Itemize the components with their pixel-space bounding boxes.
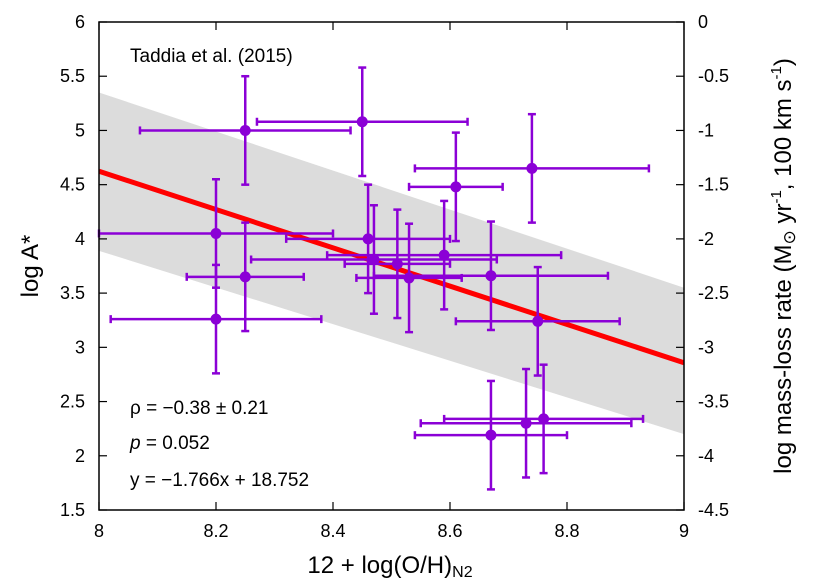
y2-tick-label: -4.5 xyxy=(698,500,729,520)
y-tick-label: 3 xyxy=(75,337,85,357)
ticks-layer xyxy=(98,21,685,511)
point-marker xyxy=(239,124,251,136)
point-marker xyxy=(210,313,222,325)
point-marker xyxy=(520,417,532,429)
data-point xyxy=(413,112,651,224)
y2-tick-label: -2.5 xyxy=(698,283,729,303)
y-tick-label: 4.5 xyxy=(60,175,85,195)
x-tick-label: 9 xyxy=(679,521,689,541)
point-marker xyxy=(526,162,538,174)
data-point xyxy=(185,221,305,333)
point-marker xyxy=(210,227,222,239)
tick-labels-layer: 8 8.2 8.4 8.6 8.8 9 1.5 2 2.5 3 3.5 4 4.5 5 5.5 6 -4.5 -4… xyxy=(60,12,729,541)
y-tick-label: 5 xyxy=(75,120,85,140)
y-tick-label: 2 xyxy=(75,446,85,466)
data-point xyxy=(454,265,621,377)
y2-title-yr: yr xyxy=(770,204,797,231)
data-points-layer xyxy=(97,66,651,491)
point-marker xyxy=(368,253,380,265)
point-marker xyxy=(362,233,374,245)
point-marker xyxy=(403,272,415,284)
point-marker xyxy=(485,429,497,441)
plot-frame xyxy=(98,21,685,511)
y-tick-label: 6 xyxy=(75,12,85,32)
data-point xyxy=(419,367,633,479)
y-tick-label: 5.5 xyxy=(60,66,85,86)
y-tick-label: 2.5 xyxy=(60,392,85,412)
x-axis-title-sub: N2 xyxy=(452,564,473,581)
data-point xyxy=(407,131,504,243)
x-tick-label: 8.6 xyxy=(437,521,462,541)
x-tick-label: 8 xyxy=(94,521,104,541)
x-axis-title-main: 12 + log(O/H) xyxy=(307,552,452,579)
y2-close: ) xyxy=(770,58,797,66)
y2-tick-label: -1.5 xyxy=(698,175,729,195)
point-marker xyxy=(438,249,450,261)
y2-tick-label: 0 xyxy=(698,12,708,32)
y2-title-kms: , 100 km s xyxy=(770,79,797,190)
data-point xyxy=(249,204,499,315)
y2-exp1: -1 xyxy=(768,190,785,203)
y2-tick-label: -1 xyxy=(698,120,714,140)
point-marker xyxy=(485,270,497,282)
y-tick-label: 1.5 xyxy=(60,500,85,520)
data-point xyxy=(442,363,645,475)
y2-exp2: -1 xyxy=(768,66,785,79)
fit-equation: y = −1.766x + 18.752 xyxy=(130,470,309,491)
y2-tick-label: -2 xyxy=(698,229,714,249)
fit-line-layer xyxy=(99,168,684,366)
data-point xyxy=(372,220,610,332)
data-point xyxy=(343,208,452,320)
x-axis-title: 12 + log(O/H)N2 xyxy=(307,552,472,581)
x-tick-label: 8.8 xyxy=(554,521,579,541)
point-marker xyxy=(450,181,462,193)
point-marker xyxy=(538,413,550,425)
point-marker xyxy=(356,116,368,128)
data-point xyxy=(255,66,469,178)
point-marker xyxy=(239,271,251,283)
y-tick-label: 3.5 xyxy=(60,283,85,303)
y2-tick-label: -0.5 xyxy=(698,66,729,86)
y2-axis-title: log mass-loss rate (M⊙ yr-1, 100 km s-1) xyxy=(768,58,799,474)
p-symbol: p xyxy=(129,433,141,454)
y-axis-title: log A* xyxy=(17,235,44,298)
y2-tick-label: -3 xyxy=(698,337,714,357)
y2-title-part1: log mass-loss rate (M xyxy=(770,244,797,473)
fit-line xyxy=(99,168,684,366)
y2-sun-symbol: ⊙ xyxy=(780,230,799,244)
data-point xyxy=(325,199,563,311)
p-value: = 0.052 xyxy=(141,433,210,454)
data-point xyxy=(284,183,452,295)
point-marker xyxy=(532,315,544,327)
chart-title: Taddia et al. (2015) xyxy=(130,46,293,67)
x-tick-label: 8.4 xyxy=(320,521,345,541)
data-point xyxy=(413,379,569,491)
rho-annotation: ρ = −0.38 ± 0.21 xyxy=(130,398,269,419)
data-point xyxy=(138,74,352,186)
x-tick-label: 8.2 xyxy=(203,521,228,541)
y-tick-label: 4 xyxy=(75,229,85,249)
y2-tick-label: -3.5 xyxy=(698,392,729,412)
y2-tick-label: -4 xyxy=(698,446,714,466)
data-point xyxy=(109,263,323,375)
p-annotation: p = 0.052 xyxy=(129,433,210,454)
point-marker xyxy=(391,258,403,270)
